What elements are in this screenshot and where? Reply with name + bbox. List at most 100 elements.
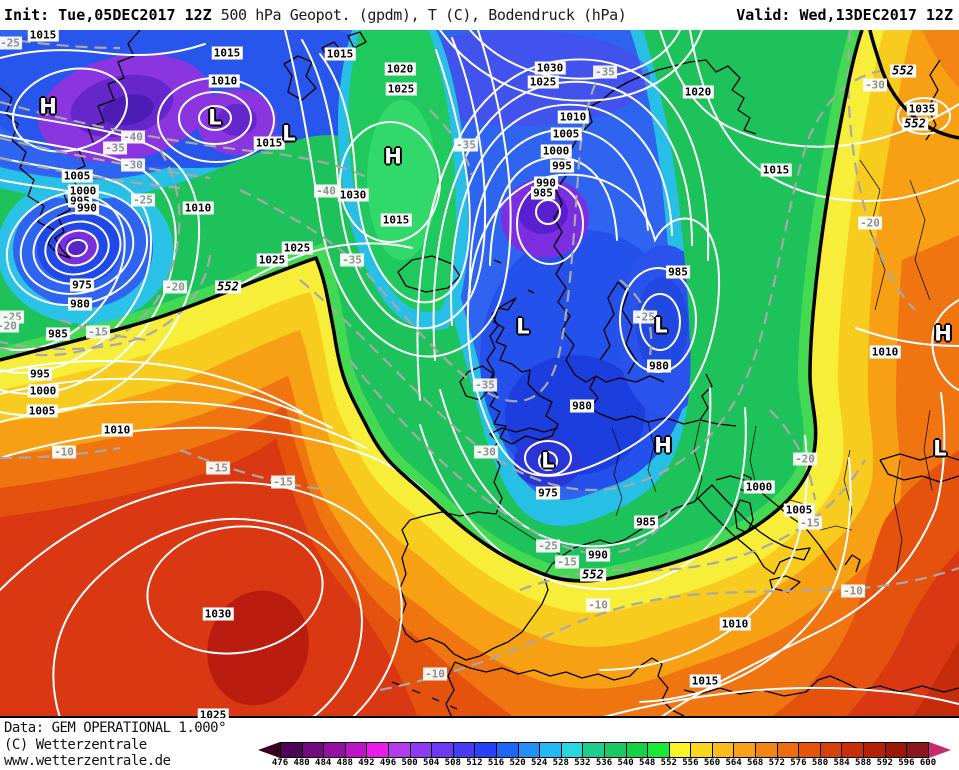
temperature-label: -25 [536, 539, 560, 553]
colorbar-segment [907, 743, 928, 757]
pressure-label: 1010 [557, 110, 589, 124]
colorbar-tick-label: 552 [660, 758, 677, 768]
temperature-label: -15 [86, 325, 110, 339]
pressure-label: 990 [75, 201, 99, 215]
pressure-label: 1025 [527, 75, 559, 89]
pressure-label: 985 [666, 265, 690, 279]
pressure-center-marker: L [933, 436, 947, 461]
colorbar-tick-label: 596 [898, 758, 915, 768]
pressure-label: 1000 [67, 184, 99, 198]
pressure-label: 1025 [281, 241, 313, 255]
pressure-center-marker: H [654, 433, 672, 458]
data-source-line: Data: GEM OPERATIONAL 1.000° [4, 720, 227, 736]
colorbar-segment [410, 743, 433, 757]
colorbar-tick-label: 520 [509, 758, 526, 768]
colorbar-tick-label: 476 [271, 758, 289, 768]
colorbar-tick-label: 584 [833, 758, 850, 768]
pressure-label: 985 [531, 186, 555, 200]
colorbar-tick-label: 496 [379, 758, 397, 768]
colorbar-tick-label: 576 [790, 758, 807, 768]
colorbar-tick-label: 484 [315, 758, 332, 768]
pressure-label: 1030 [534, 61, 566, 75]
website-link: www.wetterzentrale.de [4, 753, 171, 769]
colorbar-segment [648, 743, 670, 757]
pressure-label: 990 [534, 176, 558, 190]
pressure-label: 985 [46, 327, 70, 341]
colorbar-tick-label: 536 [595, 758, 613, 768]
colorbar-tick-label: 588 [855, 758, 872, 768]
pressure-label: 1025 [256, 253, 288, 267]
pressure-label: 975 [70, 278, 94, 292]
pressure-label: 1010 [719, 617, 751, 631]
colorbar-tick-label: 580 [811, 758, 829, 768]
colorbar-tick-label: 512 [466, 758, 483, 768]
temperature-label: -20 [793, 452, 817, 466]
valid-group: Valid: Wed,13DEC2017 12Z [736, 6, 959, 24]
colorbar-segment [604, 743, 627, 757]
colorbar-left-arrow-icon [258, 742, 280, 758]
temperature-label: -10 [841, 584, 865, 598]
temperature-label: -35 [340, 253, 364, 267]
pressure-center-marker: L [282, 121, 296, 146]
pressure-label: 1010 [182, 201, 214, 215]
colorbar-tick-label: 508 [444, 758, 461, 768]
colorbar-segment [691, 743, 713, 757]
temperature-label: -25 [0, 36, 22, 50]
title-bar: Init: Tue,05DEC2017 12Z 500 hPa Geopot. … [0, 0, 959, 30]
colorbar-segment [324, 743, 346, 757]
pressure-label: 1015 [27, 30, 59, 42]
pressure-label: 1005 [26, 404, 58, 418]
colorbar-segment [669, 743, 692, 757]
pressure-label: 1035 [906, 102, 938, 116]
colorbar-tick-label: 592 [876, 758, 893, 768]
colorbar-right-arrow-icon [928, 742, 951, 758]
colorbar-segment [626, 743, 649, 757]
colorbar-tick-label: 556 [682, 758, 699, 768]
colorbar-segment [712, 743, 735, 757]
temperature-label: -35 [103, 141, 127, 155]
pressure-center-marker: H [934, 321, 952, 346]
colorbar-tick-label: 600 [919, 758, 937, 768]
colorbar-segment [388, 743, 411, 757]
pressure-label: 980 [68, 297, 92, 311]
geopotential-colorbar [258, 742, 951, 758]
colorbar-segment [518, 743, 541, 757]
pressure-label: 1005 [783, 503, 815, 517]
pressure-label: 1015 [689, 674, 721, 688]
thickness-552-label: 552 [215, 279, 241, 294]
thickness-552-label: 552 [902, 116, 928, 131]
colorbar-tick-label: 492 [358, 758, 375, 768]
temperature-label: -40 [121, 130, 145, 144]
thickness-552-line [0, 30, 959, 583]
colorbar-segment [799, 743, 821, 757]
pressure-label: 1000 [27, 384, 59, 398]
pressure-label: 1000 [743, 480, 775, 494]
pressure-label: 1025 [197, 708, 229, 718]
pressure-label: 1015 [211, 46, 243, 60]
temperature-label: -30 [474, 445, 498, 459]
colorbar-segment [864, 743, 886, 757]
copyright-line: (C) Wetterzentrale [4, 737, 147, 753]
colorbar-tick-label: 488 [336, 758, 353, 768]
pressure-center-marker: L [208, 105, 222, 130]
pressure-center-marker: L [541, 448, 555, 473]
weather-map-svg [0, 30, 959, 718]
temperature-label: -25 [633, 310, 657, 324]
colorbar-tick-label: 564 [725, 758, 742, 768]
colorbar-segment [540, 743, 562, 757]
temperature-label: -20 [163, 280, 187, 294]
temperature-label: -10 [586, 598, 610, 612]
pressure-label: 1015 [324, 47, 356, 61]
colorbar-segment [453, 743, 476, 757]
colorbar-segment [432, 743, 454, 757]
colorbar-segment [820, 743, 843, 757]
colorbar-segment [842, 743, 865, 757]
pressure-label: 1005 [550, 127, 582, 141]
pressure-label: 1010 [101, 423, 133, 437]
pressure-label: 1025 [385, 82, 417, 96]
colorbar-segment [756, 743, 778, 757]
colorbar-tick-label: 568 [747, 758, 764, 768]
temperature-label: -15 [271, 475, 295, 489]
colorbar-segment [302, 743, 325, 757]
temperature-label: -15 [206, 461, 230, 475]
